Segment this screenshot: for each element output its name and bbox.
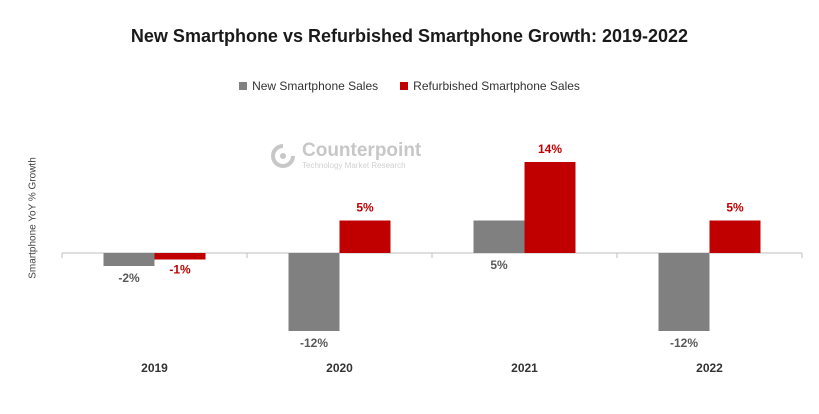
bar-refurbished bbox=[154, 253, 206, 260]
bar-new bbox=[288, 253, 340, 331]
bar-refurbished bbox=[524, 162, 576, 253]
chart-title: New Smartphone vs Refurbished Smartphone… bbox=[130, 26, 689, 46]
legend-label-refurbished: Refurbished Smartphone Sales bbox=[413, 79, 580, 93]
counterpoint-logo-icon bbox=[271, 143, 295, 168]
x-tick-label: 2021 bbox=[511, 361, 538, 375]
data-label-new: 5% bbox=[490, 258, 508, 272]
watermark-tagline: Technology Market Research bbox=[302, 161, 406, 170]
legend: New Smartphone Sales Refurbished Smartph… bbox=[0, 79, 819, 93]
legend-swatch-new bbox=[239, 82, 248, 90]
data-label-refurbished: -1% bbox=[169, 263, 191, 277]
data-label-new: -12% bbox=[670, 336, 698, 350]
data-label-refurbished: 5% bbox=[726, 201, 744, 215]
legend-swatch-refurbished bbox=[400, 82, 409, 90]
watermark-brand: Counterpoint bbox=[302, 140, 422, 161]
bar-new bbox=[658, 253, 710, 331]
legend-item-new: New Smartphone Sales bbox=[239, 79, 378, 93]
data-label-new: -12% bbox=[300, 336, 328, 350]
bar-new bbox=[103, 253, 155, 266]
x-tick-label: 2022 bbox=[696, 361, 723, 375]
x-tick-label: 2020 bbox=[326, 361, 353, 375]
legend-label-new: New Smartphone Sales bbox=[252, 79, 379, 93]
data-label-new: -2% bbox=[118, 271, 140, 285]
x-tick-label: 2019 bbox=[141, 361, 168, 375]
bar-refurbished bbox=[709, 220, 761, 253]
bar-refurbished bbox=[339, 220, 391, 253]
data-label-refurbished: 14% bbox=[538, 142, 562, 156]
legend-item-refurbished: Refurbished Smartphone Sales bbox=[400, 79, 580, 93]
bar-new bbox=[473, 220, 525, 253]
watermark: Counterpoint Technology Market Research bbox=[270, 141, 421, 170]
data-label-refurbished: 5% bbox=[356, 201, 374, 215]
